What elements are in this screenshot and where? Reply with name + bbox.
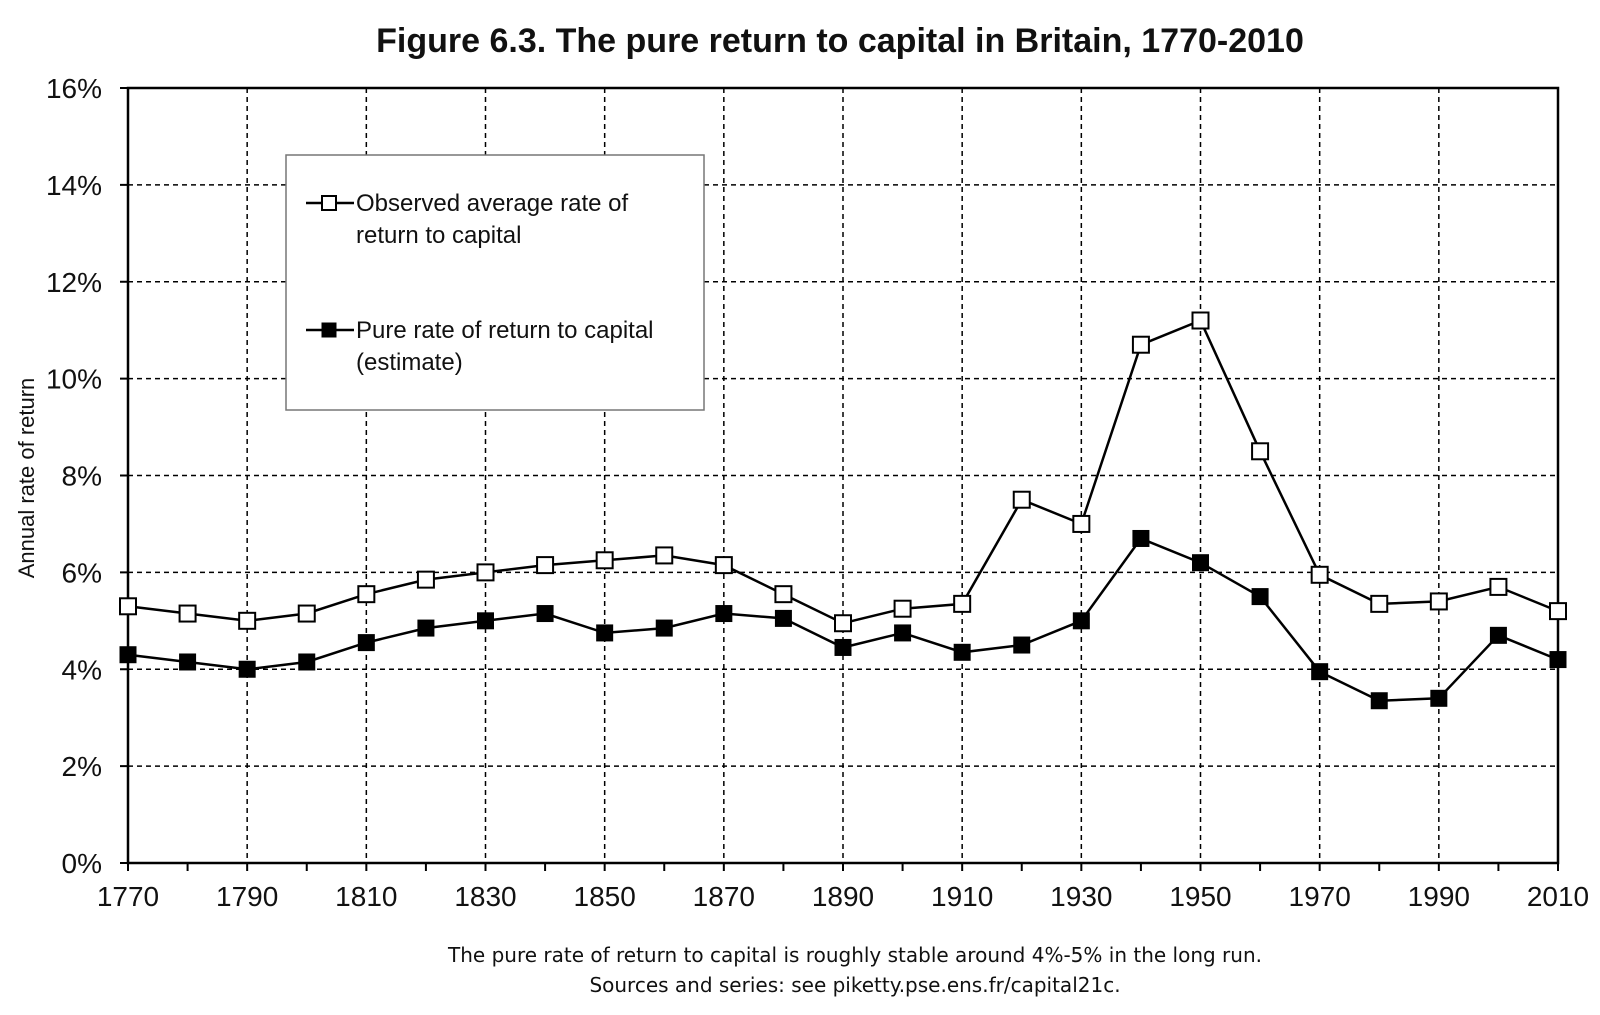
legend-box: [285, 154, 705, 411]
y-tick-label: 16%: [46, 73, 102, 104]
data-point: [595, 551, 614, 570]
data-point: [596, 624, 614, 642]
legend-item-1: Observed average rate of return to capita…: [306, 190, 628, 249]
chart-note-1: The pure rate of return to capital is ro…: [447, 943, 1262, 967]
data-point: [357, 585, 376, 604]
data-point: [1370, 594, 1389, 613]
data-point: [536, 556, 555, 575]
data-point: [417, 619, 435, 637]
data-point: [1191, 311, 1210, 330]
data-point: [297, 604, 316, 623]
data-point: [476, 563, 495, 582]
data-point: [655, 546, 674, 565]
data-point: [238, 660, 256, 678]
data-point: [119, 597, 137, 616]
data-point: [953, 643, 971, 661]
legend: Observed average rate of return to capita…: [285, 154, 705, 411]
chart-note-2: Sources and series: see piketty.pse.ens.…: [589, 973, 1120, 997]
data-point: [1251, 442, 1270, 461]
data-point: [119, 646, 137, 664]
x-tick-label: 1990: [1408, 881, 1470, 912]
data-point: [238, 611, 257, 630]
data-point: [1549, 651, 1567, 669]
y-tick-label: 10%: [46, 364, 102, 395]
data-point: [1549, 602, 1567, 621]
x-tick-label: 1790: [216, 881, 278, 912]
data-point: [536, 605, 554, 623]
x-tick-label: 1770: [97, 881, 159, 912]
x-tick-label: 1850: [574, 881, 636, 912]
data-point: [1251, 588, 1269, 606]
data-point: [178, 604, 197, 623]
data-point: [714, 556, 733, 575]
data-point: [1072, 612, 1090, 630]
x-axis: 1770 1790 1810 1830 1850 1870 1890 1910 1930 1950…: [97, 863, 1589, 912]
data-point: [1072, 514, 1091, 533]
data-point: [655, 619, 673, 637]
x-tick-label: 1890: [812, 881, 874, 912]
data-point: [1012, 490, 1031, 509]
data-point: [1192, 554, 1209, 572]
series-layer: [119, 311, 1567, 710]
y-tick-label: 4%: [62, 654, 102, 685]
series-1: [119, 311, 1567, 633]
y-axis-label: Annual rate of return: [14, 378, 39, 579]
y-tick-label: 8%: [62, 461, 102, 492]
data-point: [179, 653, 197, 671]
legend-item-2: Pure rate of return to capital (estimate): [306, 317, 654, 376]
data-point: [357, 634, 375, 652]
x-tick-label: 1870: [693, 881, 755, 912]
x-tick-label: 2010: [1527, 881, 1589, 912]
data-point: [1429, 592, 1448, 611]
legend-label: return to capital: [356, 222, 521, 249]
data-point: [1370, 692, 1388, 710]
data-point: [834, 614, 852, 633]
y-tick-label: 12%: [46, 267, 102, 298]
series-2: [119, 529, 1567, 710]
data-point: [1132, 529, 1150, 547]
data-point: [715, 605, 733, 623]
legend-marker: [321, 195, 337, 211]
data-point: [774, 609, 792, 627]
y-tick-label: 2%: [62, 751, 102, 782]
data-point: [1013, 636, 1031, 654]
data-point: [416, 570, 435, 589]
y-tick-label: 14%: [46, 170, 102, 201]
legend-label: (estimate): [356, 349, 463, 376]
data-point: [953, 594, 972, 613]
data-point: [1311, 663, 1329, 681]
legend-label: Pure rate of return to capital: [356, 317, 654, 344]
data-point: [298, 653, 316, 671]
data-point: [1489, 577, 1508, 596]
x-tick-label: 1830: [454, 881, 516, 912]
legend-marker: [321, 322, 337, 338]
data-point: [774, 585, 793, 604]
data-point: [1489, 626, 1507, 644]
x-tick-label: 1930: [1050, 881, 1112, 912]
data-point: [894, 624, 912, 642]
data-point: [893, 599, 912, 618]
data-point: [834, 638, 852, 656]
data-point: [477, 612, 494, 630]
chart-title: Figure 6.3. The pure return to capital i…: [376, 22, 1304, 60]
data-point: [1310, 565, 1329, 584]
x-tick-label: 1950: [1169, 881, 1231, 912]
x-tick-label: 1970: [1289, 881, 1351, 912]
y-axis: 0% 2% 4% 6% 8% 10% 12% 14% 16%: [46, 73, 128, 879]
data-point: [1430, 689, 1448, 707]
x-tick-label: 1910: [931, 881, 993, 912]
data-point: [1131, 335, 1150, 354]
y-tick-label: 0%: [62, 848, 102, 879]
legend-label: Observed average rate of: [356, 190, 628, 217]
y-tick-label: 6%: [62, 557, 102, 588]
x-tick-label: 1810: [335, 881, 397, 912]
